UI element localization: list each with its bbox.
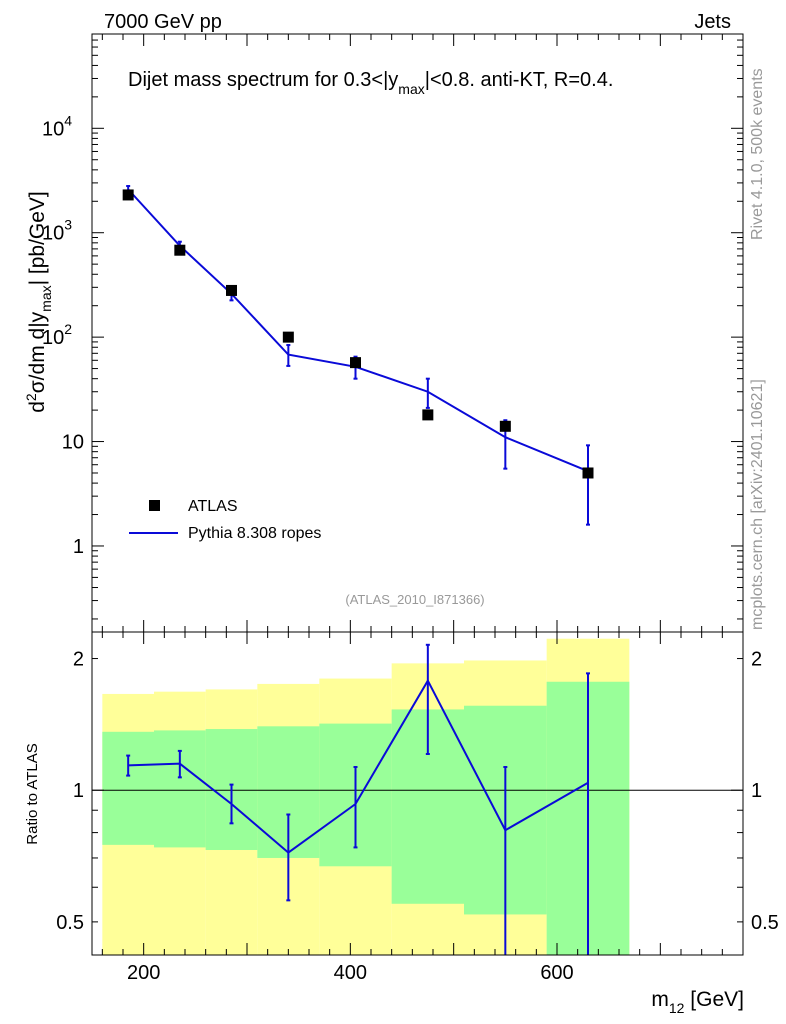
x-tick-label: 400: [334, 962, 367, 984]
ratio-x-axis-label: m12 [GeV]: [651, 988, 744, 1016]
x-tick-label: 600: [540, 962, 573, 984]
main-spectrum-panel: 1 10 102 103 104 Dijet mass spectrum for 0.3…: [23, 33, 744, 633]
legend-atlas-marker: [149, 500, 160, 511]
legend: ATLAS Pythia 8.308 ropes: [129, 498, 321, 542]
header-right-title: Jets: [694, 11, 731, 33]
mcplots-reference-text: mcplots.cern.ch [arXiv:2401.10621]: [749, 379, 766, 630]
y-tick-label: 10: [62, 432, 84, 454]
y-tick-label: 104: [42, 112, 72, 140]
y-tick-label: 1: [73, 780, 84, 802]
main-y-axis-label: d2σ/dm d|ymax| [pb/GeV]: [23, 191, 54, 413]
atlas-data-point: [226, 284, 237, 296]
ratio-y-axis-label: Ratio to ATLAS: [24, 743, 41, 844]
atlas-data-point: [122, 189, 134, 201]
pythia-spectrum-line: [127, 188, 589, 473]
y-tick-label-right: 2: [751, 649, 762, 671]
y-tick-label: 0.5: [56, 912, 84, 934]
y-tick-label: 103: [42, 217, 72, 245]
legend-pythia-label: Pythia 8.308 ropes: [188, 525, 321, 542]
x-tick-label: 200: [127, 962, 160, 984]
atlas-data-point: [174, 244, 186, 256]
y-tick-label-right: 1: [751, 780, 762, 802]
uncertainty-band-inner: [102, 731, 154, 845]
analysis-id-annotation: (ATLAS_2010_I871366): [345, 592, 484, 607]
main-plot-title: Dijet mass spectrum for 0.3<|ymax|<0.8. …: [128, 69, 613, 97]
atlas-data-point: [582, 467, 594, 479]
ratio-panel-frame: [91, 631, 744, 956]
uncertainty-band-inner: [154, 730, 206, 848]
ratio-pythia-line: [128, 678, 589, 854]
y-tick-label: 1: [73, 536, 84, 558]
y-tick-label: 102: [42, 321, 72, 349]
rivet-version-text: Rivet 4.1.0, 500k events: [749, 68, 766, 240]
header-left-title: 7000 GeV pp: [104, 11, 222, 33]
y-tick-label: 2: [73, 649, 84, 671]
atlas-data-point: [282, 331, 294, 343]
atlas-data-point: [422, 409, 434, 421]
legend-atlas-label: ATLAS: [188, 498, 238, 515]
y-tick-label-right: 0.5: [751, 912, 779, 934]
main-panel-frame: [91, 33, 744, 633]
ratio-panel: 0.5 0.5 1 1 2 2 200 400 600 Ratio to ATLAS m12 […: [24, 631, 779, 1016]
atlas-data-point: [350, 357, 361, 369]
atlas-data-point: [499, 420, 511, 432]
